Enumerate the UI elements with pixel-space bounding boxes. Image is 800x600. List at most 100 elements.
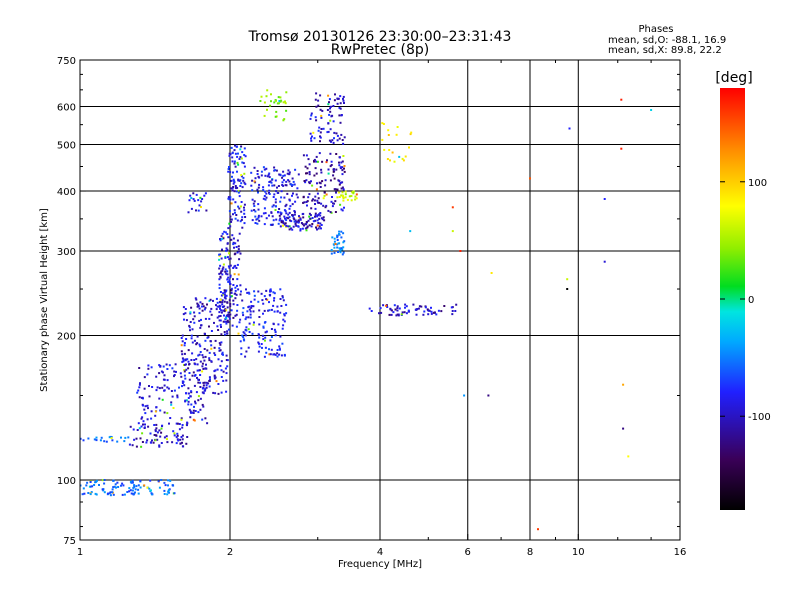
data-point: [227, 311, 230, 314]
data-point: [405, 305, 408, 308]
data-point: [196, 342, 199, 345]
data-point: [82, 439, 85, 442]
data-point: [179, 372, 182, 375]
data-point: [89, 481, 92, 483]
data-point: [262, 197, 265, 200]
data-point: [343, 206, 345, 209]
data-point: [181, 434, 184, 437]
x-axis-ticks: 1 2 4 6 8 10 16: [77, 60, 686, 558]
data-point: [288, 173, 291, 176]
data-point: [226, 332, 229, 335]
data-point: [230, 187, 232, 190]
data-point: [158, 372, 161, 375]
data-point: [313, 137, 316, 140]
data-point: [233, 273, 236, 276]
data-point: [101, 488, 104, 491]
data-point: [351, 191, 354, 194]
data-point: [293, 210, 296, 212]
data-point: [405, 312, 408, 315]
data-point: [272, 353, 275, 356]
data-point: [341, 181, 344, 184]
data-point: [225, 372, 228, 375]
data-point: [273, 310, 276, 313]
data-point: [208, 317, 211, 320]
data-point: [450, 306, 453, 309]
data-point: [274, 179, 277, 182]
data-point: [122, 484, 125, 487]
data-point: [188, 326, 191, 329]
data-point: [121, 482, 124, 485]
data-point: [297, 219, 300, 222]
data-point: [138, 383, 141, 386]
data-point: [148, 395, 151, 398]
data-point: [198, 369, 201, 372]
data-point: [320, 114, 323, 117]
data-point: [285, 219, 288, 222]
data-point: [145, 441, 148, 444]
data-point: [454, 310, 457, 312]
data-point: [193, 384, 196, 387]
data-point: [285, 180, 288, 183]
data-point: [380, 311, 383, 314]
data-point: [250, 184, 253, 187]
data-point: [190, 337, 193, 340]
data-point: [308, 163, 311, 166]
data-point: [236, 161, 239, 164]
data-point: [302, 201, 305, 204]
data-point: [239, 340, 242, 343]
data-point: [263, 168, 266, 171]
data-point: [167, 479, 169, 482]
data-point: [200, 318, 202, 321]
data-point: [274, 330, 277, 333]
data-point: [440, 310, 443, 313]
data-point: [263, 101, 266, 104]
data-point: [257, 186, 260, 189]
data-point: [256, 188, 259, 191]
data-point: [333, 202, 335, 205]
data-point: [288, 207, 291, 210]
data-point: [219, 319, 222, 322]
data-point: [241, 186, 244, 189]
data-point: [199, 397, 202, 400]
data-point: [150, 489, 152, 492]
data-point: [321, 180, 324, 183]
data-point: [281, 176, 284, 179]
data-point: [236, 309, 239, 312]
data-point: [184, 312, 187, 315]
data-point: [340, 236, 343, 239]
data-point: [136, 391, 139, 394]
data-point: [258, 316, 261, 318]
data-point: [279, 96, 282, 99]
data-point: [235, 214, 238, 216]
data-point: [93, 484, 96, 486]
data-point: [185, 392, 187, 395]
data-point: [342, 241, 345, 244]
data-point: [249, 310, 252, 313]
data-point: [240, 290, 242, 293]
data-point: [221, 303, 224, 306]
data-point: [332, 141, 335, 144]
data-point: [622, 383, 625, 386]
data-point: [202, 405, 205, 408]
data-point: [218, 315, 221, 318]
data-point: [395, 133, 398, 136]
data-point: [216, 325, 219, 328]
data-point: [232, 316, 235, 319]
data-point: [223, 310, 226, 313]
data-point: [305, 221, 308, 223]
data-point: [316, 182, 318, 185]
data-point: [331, 139, 334, 142]
data-point: [309, 217, 312, 220]
data-point: [239, 148, 242, 151]
data-point: [343, 102, 345, 104]
data-point: [238, 250, 241, 253]
data-point: [293, 213, 296, 216]
data-point: [280, 305, 283, 307]
data-point: [404, 155, 407, 158]
data-point: [173, 389, 176, 392]
data-point: [236, 186, 239, 189]
data-point: [239, 179, 242, 182]
data-point: [176, 422, 179, 425]
data-point: [219, 239, 222, 242]
